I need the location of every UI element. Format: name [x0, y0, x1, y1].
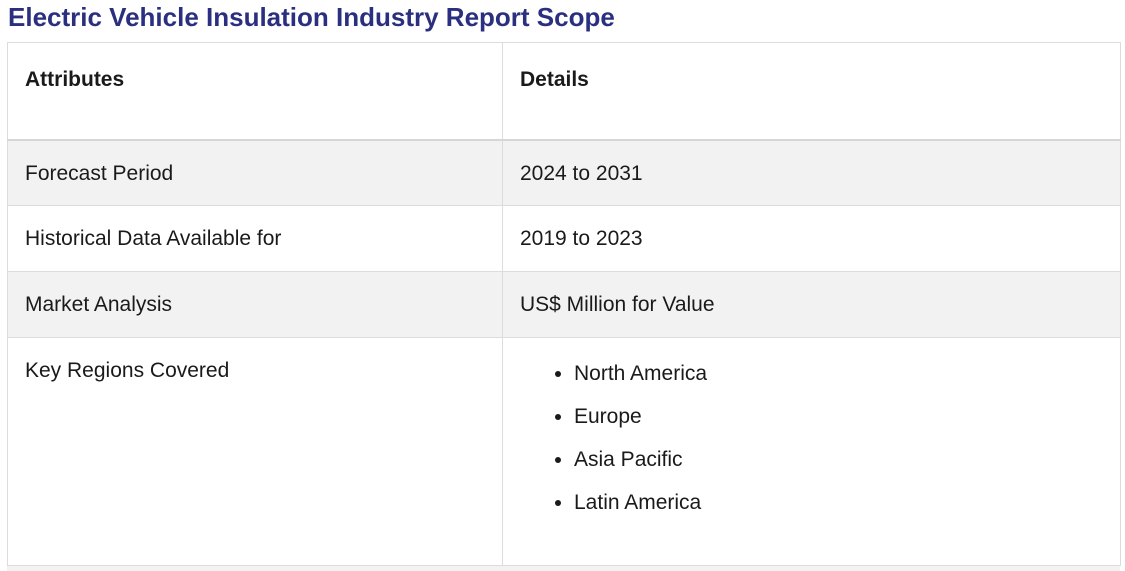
list-item: North America [574, 363, 1120, 385]
header-details: Details [502, 42, 1121, 141]
table-row: Key Regions Covered North America Europe… [7, 337, 1121, 566]
regions-list: North America Europe Asia Pacific Latin … [520, 363, 1120, 514]
attribute-cell: Key Regions Covered [7, 337, 503, 566]
report-scope-table-container: Attributes Details Forecast Period 2024 … [7, 42, 1121, 566]
detail-cell: 2019 to 2023 [502, 205, 1121, 272]
table-row: Forecast Period 2024 to 2031 [7, 139, 1121, 206]
attribute-cell: Market Analysis [7, 271, 503, 338]
page-title: Electric Vehicle Insulation Industry Rep… [8, 2, 615, 32]
list-item: Europe [574, 406, 1120, 428]
table-header-row: Attributes Details [7, 42, 1121, 141]
table-row: Market Analysis US$ Million for Value [7, 271, 1121, 338]
list-item: Latin America [574, 492, 1120, 514]
attribute-cell: Forecast Period [7, 139, 503, 206]
attribute-cell: Historical Data Available for [7, 205, 503, 272]
header-attributes: Attributes [7, 42, 503, 141]
table-row: Historical Data Available for 2019 to 20… [7, 205, 1121, 272]
list-item: Asia Pacific [574, 449, 1120, 471]
report-scope-table: Attributes Details Forecast Period 2024 … [7, 42, 1121, 566]
next-row-edge [7, 565, 1120, 571]
detail-cell: North America Europe Asia Pacific Latin … [502, 337, 1121, 566]
detail-cell: US$ Million for Value [502, 271, 1121, 338]
detail-cell: 2024 to 2031 [502, 139, 1121, 206]
